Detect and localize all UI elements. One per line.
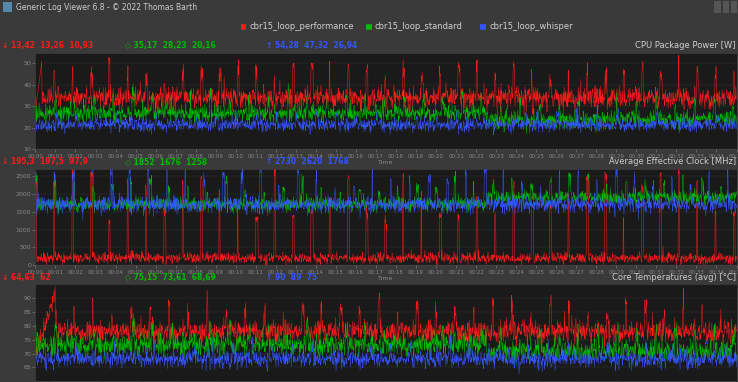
Text: cbr15_loop_whisper: cbr15_loop_whisper [489, 22, 573, 31]
Text: ◇ 35,17  28,23  20,16: ◇ 35,17 28,23 20,16 [125, 41, 216, 50]
Bar [714, 2, 721, 13]
Text: ↓ 13,42  13,26  10,93: ↓ 13,42 13,26 10,93 [2, 41, 93, 50]
Text: ↑ 90  89  75: ↑ 90 89 75 [266, 273, 317, 282]
Text: Core Temperatures (avg) [°C]: Core Temperatures (avg) [°C] [612, 273, 736, 282]
Text: Average Effective Clock [MHz]: Average Effective Clock [MHz] [609, 157, 736, 166]
Text: ◇ 75,15  73,61  68,69: ◇ 75,15 73,61 68,69 [125, 273, 216, 282]
Text: Generic Log Viewer 6.8 - © 2022 Thomas Barth: Generic Log Viewer 6.8 - © 2022 Thomas B… [16, 3, 197, 12]
Bar [723, 2, 729, 13]
Bar [731, 2, 737, 13]
X-axis label: Time: Time [379, 276, 393, 281]
Text: ◇ 1852  1676  1258: ◇ 1852 1676 1258 [125, 157, 207, 166]
Text: cbr15_loop_performance: cbr15_loop_performance [249, 22, 354, 31]
Text: ↑ 54,28  47,32  26,94: ↑ 54,28 47,32 26,94 [266, 41, 357, 50]
Text: ↑ 2730  2620  1768: ↑ 2730 2620 1768 [266, 157, 348, 166]
Text: ↓ 64,63  62: ↓ 64,63 62 [2, 273, 51, 282]
Text: cbr15_loop_standard: cbr15_loop_standard [375, 22, 463, 31]
X-axis label: Time: Time [379, 160, 393, 165]
Bar [3, 2, 12, 12]
Text: ↓ 195,3  197,5  97,9: ↓ 195,3 197,5 97,9 [2, 157, 88, 166]
Text: CPU Package Power [W]: CPU Package Power [W] [635, 41, 736, 50]
